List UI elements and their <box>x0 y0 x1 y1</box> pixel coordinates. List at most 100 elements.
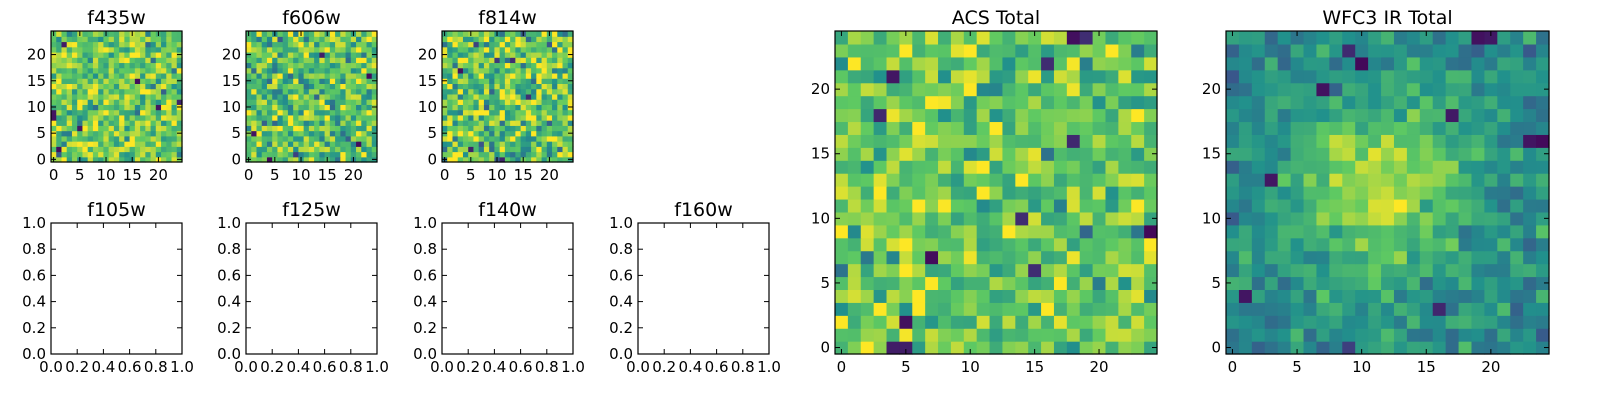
heatmap-cell <box>483 36 490 43</box>
heatmap-cell <box>1484 198 1498 213</box>
heatmap-cell <box>541 104 548 111</box>
heatmap-cell <box>71 99 78 105</box>
heatmap-cell <box>1523 121 1537 135</box>
heatmap-cell <box>1445 341 1460 355</box>
heatmap-cell <box>87 156 94 163</box>
heatmap-cell <box>1445 121 1460 135</box>
heatmap-cell <box>1510 69 1524 84</box>
heatmap-cell <box>308 46 315 53</box>
heatmap-cell <box>860 147 875 161</box>
heatmap-cell <box>1105 69 1119 84</box>
heatmap-cell <box>1053 121 1068 135</box>
heatmap-cell <box>335 57 341 64</box>
heatmap-cell <box>938 224 952 239</box>
heatmap-cell <box>140 36 146 43</box>
heatmap-cell <box>1053 173 1068 187</box>
heatmap-cell <box>1079 56 1094 71</box>
heatmap-cell <box>1131 186 1145 200</box>
heatmap-cell <box>319 104 326 111</box>
heatmap-cell <box>298 46 305 53</box>
heatmap-cell <box>261 83 268 90</box>
heatmap-cell <box>478 146 485 153</box>
heatmap-cell <box>1264 121 1279 135</box>
heatmap-cell <box>1015 341 1029 355</box>
heatmap-cell <box>87 109 94 116</box>
heatmap-cell <box>261 78 268 84</box>
heatmap-cell <box>847 43 862 58</box>
heatmap-cell <box>976 147 991 161</box>
heatmap-cell <box>1251 108 1266 123</box>
heatmap-cell <box>473 51 480 58</box>
heatmap-cell <box>266 99 273 105</box>
heatmap-cell <box>287 109 294 116</box>
heatmap-cell <box>1355 56 1369 71</box>
heatmap-cell <box>1251 121 1266 135</box>
heatmap-cell <box>350 57 357 64</box>
heatmap-cell <box>119 104 125 111</box>
heatmap-cell <box>1355 250 1369 265</box>
heatmap-cell <box>77 41 84 48</box>
heatmap-cell <box>1316 263 1330 278</box>
heatmap-cell <box>452 51 459 58</box>
heatmap-cell <box>1329 56 1343 71</box>
heatmap-cell <box>1393 289 1408 303</box>
heatmap-cell <box>1381 341 1395 355</box>
heatmap-cell <box>324 88 331 95</box>
heatmap-cell <box>161 46 167 53</box>
heatmap-cell <box>504 51 511 58</box>
heatmap-cell <box>541 109 548 116</box>
heatmap-cell <box>277 41 284 48</box>
heatmap-cell <box>468 141 475 147</box>
heatmap-cell <box>1041 276 1055 290</box>
heatmap-cell <box>261 99 268 105</box>
heatmap-cell <box>835 211 849 226</box>
heatmap-cell <box>371 88 378 95</box>
heatmap-cell <box>113 151 120 158</box>
heatmap-cell <box>298 125 305 132</box>
heatmap-cell <box>51 151 57 158</box>
heatmap-cell <box>340 62 347 69</box>
heatmap-cell <box>546 41 553 48</box>
heatmap-cell <box>847 250 862 265</box>
heatmap-cell <box>899 160 913 174</box>
heatmap-cell <box>1264 315 1279 329</box>
heatmap-cell <box>308 78 315 84</box>
heatmap-cell <box>356 109 362 116</box>
heatmap-cell <box>989 289 1004 303</box>
heatmap-cell <box>886 31 900 45</box>
heatmap-cell <box>546 88 553 95</box>
y-tick-label: 0 <box>36 150 46 168</box>
heatmap-cell <box>1523 341 1537 355</box>
heatmap-cell <box>314 130 320 137</box>
heatmap-cell <box>1510 43 1524 58</box>
heatmap-cell <box>938 315 952 329</box>
heatmap-cell <box>1264 108 1279 123</box>
heatmap-cell <box>140 57 146 64</box>
heatmap-cell <box>71 46 78 53</box>
heatmap-cell <box>1355 198 1369 213</box>
heatmap-cell <box>176 109 183 116</box>
heatmap-cell <box>478 78 485 84</box>
heatmap-cell <box>1028 108 1042 123</box>
heatmap-cell <box>1066 302 1081 316</box>
heatmap-cell <box>1381 198 1395 213</box>
heatmap-cell <box>324 57 331 64</box>
heatmap-cell <box>1277 276 1292 290</box>
heatmap-cell <box>356 88 362 95</box>
heatmap-cell <box>989 250 1004 265</box>
heatmap-cell <box>103 36 110 43</box>
heatmap-cell <box>56 72 63 79</box>
heatmap-cell <box>462 125 469 132</box>
heatmap-cell <box>335 88 341 95</box>
heatmap-cell <box>473 114 480 121</box>
heatmap-cell <box>1316 224 1330 239</box>
heatmap-cell <box>925 224 939 239</box>
heatmap-cell <box>145 78 152 84</box>
heatmap-cell <box>350 114 357 121</box>
heatmap-cell <box>886 108 900 123</box>
heatmap-cell <box>87 130 94 137</box>
heatmap-cell <box>1226 160 1240 174</box>
y-tick-label: 0 <box>820 339 830 357</box>
heatmap-cell <box>462 146 469 153</box>
heatmap-cell <box>266 88 273 95</box>
